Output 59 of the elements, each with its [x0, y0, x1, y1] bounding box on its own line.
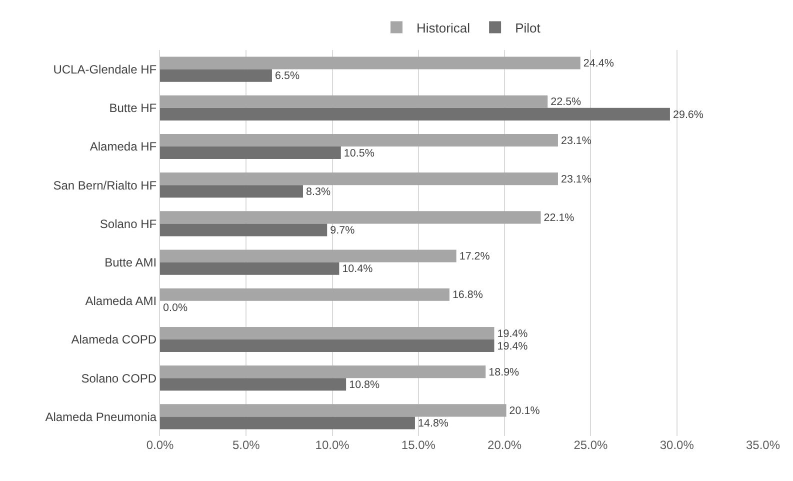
bar — [160, 250, 456, 262]
y-tick-label: Alameda COPD — [71, 332, 157, 347]
data-label: 24.4% — [583, 58, 614, 70]
bar — [160, 404, 506, 417]
bar — [160, 366, 486, 378]
data-label: 8.3% — [306, 186, 331, 198]
x-tick-label: 35.0% — [746, 438, 780, 452]
y-tick-label: Butte AMI — [104, 256, 157, 270]
bar — [160, 108, 670, 120]
data-label: 17.2% — [459, 250, 490, 263]
data-label: 10.4% — [342, 263, 374, 276]
data-label: 23.1% — [561, 173, 592, 186]
data-label: 16.8% — [452, 289, 484, 302]
bar — [160, 224, 328, 236]
x-tick-label: 15.0% — [401, 438, 436, 452]
data-label: 23.1% — [561, 134, 592, 147]
bar — [160, 172, 558, 186]
bar — [160, 185, 303, 198]
legend-label: Pilot — [515, 20, 541, 36]
y-tick-label: San Bern/Rialto HF — [53, 178, 157, 192]
data-label: 6.5% — [274, 70, 300, 82]
x-tick-label: 20.0% — [488, 438, 522, 452]
y-tick-label: UCLA-Glendale HF — [53, 62, 157, 76]
bar — [160, 340, 494, 352]
x-tick-label: 30.0% — [660, 438, 694, 452]
x-tick-label: 0.0% — [146, 438, 174, 452]
bar — [160, 211, 541, 224]
bar — [160, 288, 450, 301]
bar — [160, 56, 580, 70]
data-label: 22.5% — [550, 96, 582, 108]
bar — [160, 146, 341, 160]
x-tick-label: 10.0% — [315, 438, 350, 452]
bar — [160, 69, 272, 82]
y-tick-label: Alameda AMI — [85, 294, 157, 308]
data-label: 14.8% — [418, 418, 449, 430]
y-tick-label: Solano COPD — [81, 371, 157, 386]
data-label: 20.1% — [509, 405, 540, 418]
y-tick-label: Solano HF — [100, 216, 157, 231]
bar — [160, 95, 548, 108]
data-label: 19.4% — [497, 340, 528, 352]
y-tick-label: Butte HF — [109, 101, 157, 116]
data-label: 19.4% — [497, 328, 528, 340]
data-label: 9.7% — [330, 224, 356, 237]
bar — [160, 416, 415, 430]
data-label: 10.5% — [344, 147, 375, 160]
bar — [160, 378, 346, 391]
data-label: 22.1% — [544, 212, 575, 224]
y-tick-label: Alameda Pneumonia — [45, 410, 157, 424]
legend-label: Historical — [416, 20, 470, 36]
data-label: 29.6% — [672, 108, 704, 121]
y-tick-label: Alameda HF — [90, 140, 157, 154]
bar — [160, 326, 494, 340]
data-label: 18.9% — [488, 366, 520, 378]
x-tick-label: 5.0% — [232, 438, 260, 452]
data-label: 0.0% — [163, 302, 188, 314]
x-tick-label: 25.0% — [574, 438, 608, 452]
data-label: 10.8% — [349, 378, 380, 391]
bar — [160, 134, 558, 146]
bar — [160, 262, 340, 275]
